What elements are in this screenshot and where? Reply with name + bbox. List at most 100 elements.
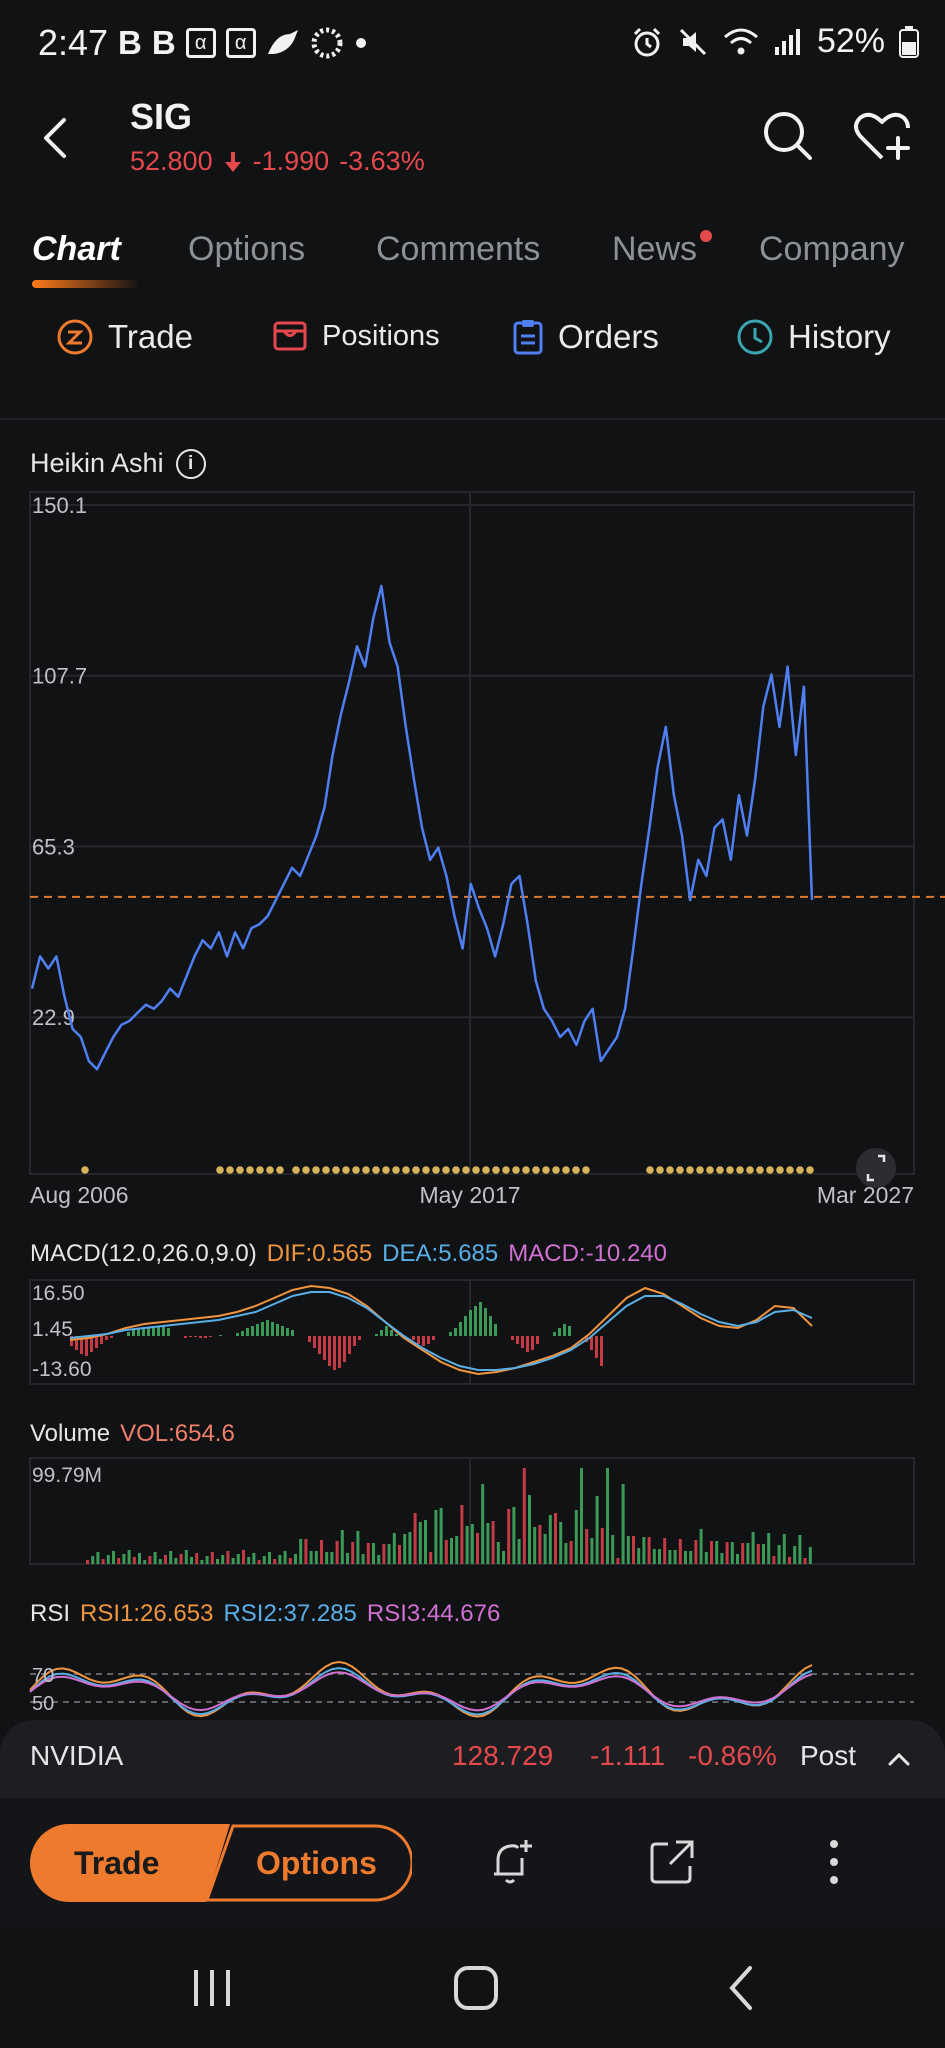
event-dot <box>266 1166 274 1174</box>
tab-chart[interactable]: Chart <box>32 230 121 268</box>
chart-type-label: Heikin Ashi <box>30 448 164 478</box>
volume-bar <box>96 1552 100 1564</box>
volume-bar <box>247 1557 251 1564</box>
floating-session: Post <box>800 1740 857 1771</box>
volume-bar <box>148 1556 152 1564</box>
chevron-up-icon[interactable] <box>884 1744 914 1774</box>
volume-bar <box>418 1522 422 1564</box>
back-button[interactable] <box>28 110 84 166</box>
macd-bar <box>189 1336 192 1337</box>
volume-bar <box>309 1551 313 1564</box>
macd-bar <box>511 1336 514 1340</box>
macd-bar <box>464 1316 467 1336</box>
search-button[interactable] <box>760 108 816 164</box>
macd-bar <box>194 1336 197 1337</box>
volume-bar <box>699 1529 703 1564</box>
volume-bar <box>278 1555 282 1564</box>
volume-bar <box>444 1540 448 1564</box>
loading-ring-icon <box>311 27 343 59</box>
volume-bar <box>720 1553 724 1564</box>
tab-company[interactable]: Company <box>759 230 905 268</box>
volume-bar <box>782 1534 786 1564</box>
volume-header: Volume VOL:654.6 <box>30 1420 235 1448</box>
event-dot <box>226 1166 234 1174</box>
event-dot <box>312 1166 320 1174</box>
volume-bar <box>762 1544 765 1564</box>
volume-bar <box>507 1509 511 1564</box>
event-dot <box>302 1166 310 1174</box>
volume-bar <box>366 1543 370 1564</box>
add-watchlist-button[interactable] <box>852 108 912 164</box>
volume-bar <box>663 1538 667 1564</box>
macd-bar <box>266 1320 269 1336</box>
macd-bar <box>494 1324 497 1336</box>
volume-bar <box>647 1537 651 1564</box>
tab-news[interactable]: News <box>612 230 698 268</box>
trade-button[interactable]: Trade <box>30 1824 230 1902</box>
b-app-icon: B <box>118 24 142 61</box>
volume-bar <box>143 1560 147 1564</box>
volume-bar <box>569 1541 573 1564</box>
macd-bar <box>251 1326 254 1336</box>
volume-bar <box>803 1558 807 1564</box>
volume-bar <box>346 1553 349 1564</box>
expand-chart-button[interactable] <box>856 1148 896 1188</box>
macd-chart[interactable]: 16.50 1.45 -13.60 <box>0 1278 945 1386</box>
event-dot <box>676 1166 684 1174</box>
volume-bar <box>777 1545 781 1564</box>
volume-bar <box>382 1544 386 1564</box>
macd-bar <box>328 1336 331 1366</box>
volume-bar <box>496 1542 500 1564</box>
macd-bar <box>417 1336 420 1344</box>
volume-bar <box>798 1535 802 1564</box>
trade-action[interactable]: Trade <box>56 318 193 356</box>
home-icon[interactable] <box>446 1960 506 2016</box>
orders-action[interactable]: Orders <box>512 318 659 356</box>
volume-bar <box>231 1558 235 1564</box>
tab-comments[interactable]: Comments <box>376 230 541 268</box>
history-action[interactable]: History <box>736 318 891 356</box>
volume-bar <box>138 1553 141 1564</box>
event-dot <box>776 1166 784 1174</box>
macd-bar <box>276 1324 279 1336</box>
volume-bar <box>413 1513 417 1564</box>
volume-bar <box>772 1556 776 1564</box>
battery-level: 52% <box>816 22 885 60</box>
event-dot <box>462 1166 470 1174</box>
event-dot <box>81 1166 89 1174</box>
floating-quote-bar[interactable]: NVIDIA 128.729 -1.111 -0.86% Post <box>0 1720 945 1798</box>
add-alert-icon[interactable] <box>486 1836 538 1888</box>
more-options-icon[interactable] <box>808 1836 860 1888</box>
volume-chart[interactable]: 99.79M <box>0 1456 945 1566</box>
macd-dif: DIF:0.565 <box>266 1240 373 1267</box>
event-dot <box>572 1166 580 1174</box>
alpha-app-icon: α <box>185 28 216 58</box>
recent-apps-icon[interactable] <box>182 1960 242 2016</box>
event-dot <box>656 1166 664 1174</box>
rsi1-line <box>29 1660 813 1718</box>
event-dot <box>726 1166 734 1174</box>
volume-bar <box>335 1541 339 1564</box>
volume-bar <box>117 1558 121 1564</box>
volume-bar <box>299 1539 303 1564</box>
volume-bar <box>403 1534 407 1564</box>
volume-bar <box>517 1539 521 1564</box>
volume-bar <box>127 1550 131 1564</box>
event-dot <box>552 1166 560 1174</box>
info-icon[interactable]: i <box>175 448 206 479</box>
volume-bar <box>169 1551 173 1564</box>
volume-bar <box>502 1551 505 1564</box>
volume-bar <box>158 1559 162 1564</box>
volume-bar <box>132 1557 136 1564</box>
event-dot <box>482 1166 490 1174</box>
options-button[interactable]: Options <box>256 1844 377 1881</box>
system-back-icon[interactable] <box>712 1960 772 2016</box>
macd-bar <box>353 1336 356 1346</box>
share-icon[interactable] <box>646 1836 698 1888</box>
positions-action[interactable]: Positions <box>272 318 440 354</box>
rsi-chart[interactable]: 70 50 <box>0 1636 945 1720</box>
volume-bar <box>668 1550 672 1564</box>
tab-options[interactable]: Options <box>188 230 306 268</box>
macd-bar <box>95 1336 98 1348</box>
